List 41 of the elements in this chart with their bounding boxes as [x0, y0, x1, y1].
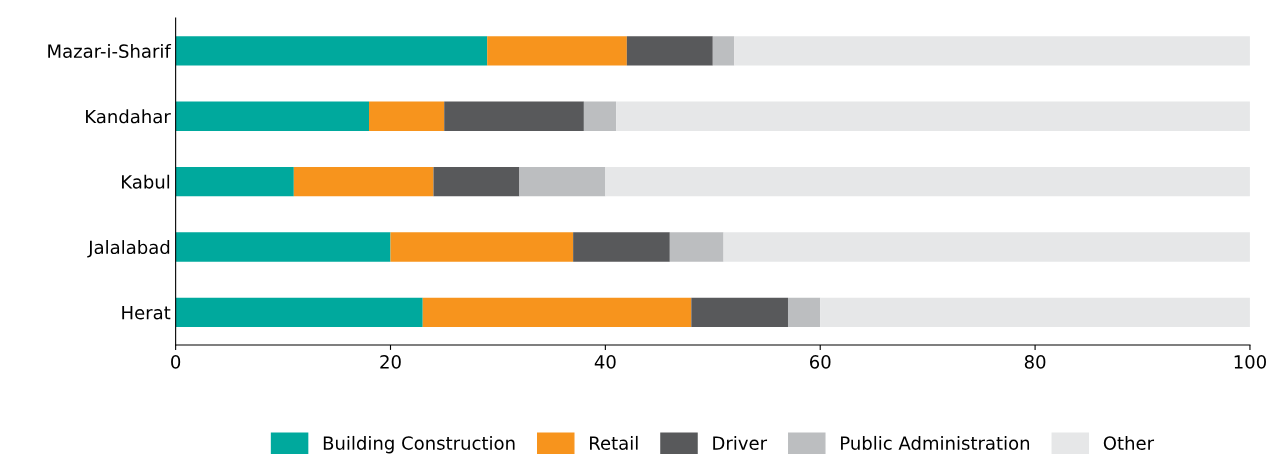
bar [691, 297, 788, 328]
legend-label: Other [1103, 435, 1155, 450]
bar [293, 166, 434, 197]
legend-label: Driver [713, 435, 768, 450]
x-tick-label: 100 [1234, 355, 1266, 369]
y-tick-label: Mazar-i-Sharif [48, 43, 172, 58]
bar [583, 101, 617, 131]
bar [712, 36, 735, 66]
bar [433, 166, 520, 197]
legend-label: Building Construction [323, 435, 515, 454]
y-tick-label: Kabul [122, 174, 170, 189]
bar [626, 36, 713, 66]
x-tick-label: 0 [171, 355, 181, 369]
bar [723, 232, 1250, 262]
legend-label: Public Administration [841, 435, 1030, 450]
bar [175, 232, 391, 262]
bar [820, 297, 1250, 328]
bar [519, 166, 606, 197]
bar [175, 166, 294, 197]
bar [787, 297, 821, 328]
bar [175, 101, 370, 131]
bar [422, 297, 692, 328]
bar [605, 166, 1250, 197]
bar [573, 232, 670, 262]
bar [390, 232, 574, 262]
x-tick-label: 60 [810, 355, 831, 369]
bar [175, 297, 423, 328]
bar [734, 36, 1250, 66]
x-tick-label: 40 [594, 355, 616, 369]
y-tick-label: Herat [122, 306, 171, 320]
legend-label: Retail [590, 435, 638, 450]
y-tick-label: Kandahar [86, 109, 171, 124]
bar [487, 36, 627, 66]
bar [444, 101, 584, 131]
bar [369, 101, 445, 131]
bar [175, 36, 488, 66]
y-tick-label: Jalalabad [87, 240, 170, 258]
bar [669, 232, 724, 262]
x-tick-label: 20 [380, 355, 401, 369]
x-tick-label: 80 [1024, 355, 1046, 369]
bar [616, 101, 1250, 131]
